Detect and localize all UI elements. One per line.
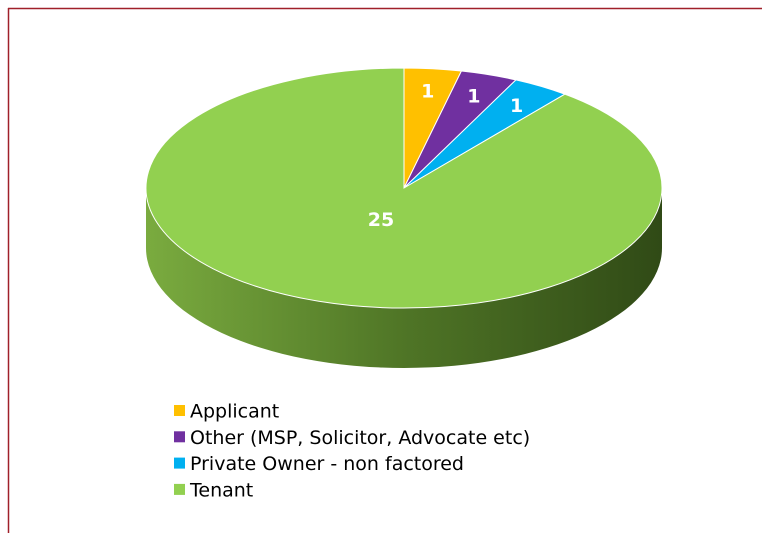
- pie-side: [146, 188, 662, 368]
- data-label: 1: [510, 95, 523, 117]
- data-label: 25: [368, 209, 394, 231]
- data-label: 1: [467, 86, 480, 108]
- legend-swatch: [174, 405, 185, 416]
- legend-label: Private Owner - non factored: [190, 453, 464, 475]
- legend-swatch: [174, 431, 185, 443]
- legend-swatch: [174, 483, 185, 495]
- legend-label: Other (MSP, Solicitor, Advocate etc): [190, 427, 530, 449]
- legend-label: Tenant: [189, 479, 253, 501]
- pie: 1 1 1 25: [145, 67, 663, 368]
- legend-swatch: [174, 457, 185, 469]
- legend: Applicant Other (MSP, Solicitor, Advocate…: [174, 401, 530, 501]
- legend-label: Applicant: [190, 401, 279, 423]
- pie-slice: [145, 67, 663, 309]
- data-label: 1: [421, 81, 434, 103]
